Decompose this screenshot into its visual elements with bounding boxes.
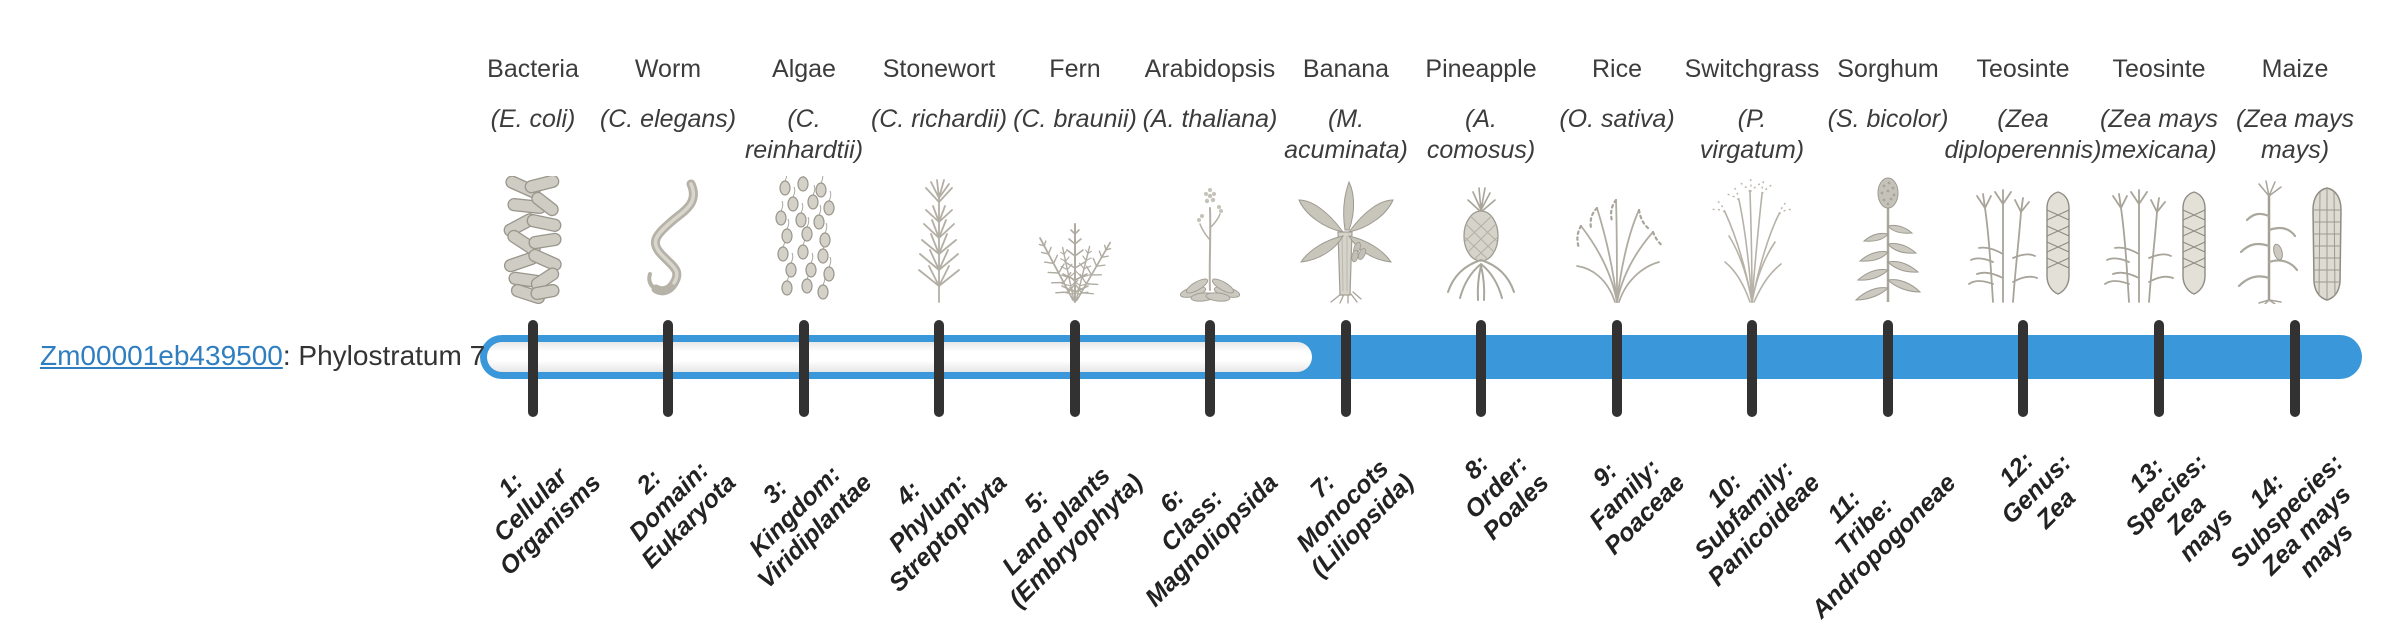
organism-sci-name: (Zea mays mexicana) [2099,105,2219,164]
organism-column-stonewort: Stonewort (C. richardii) [849,54,1029,135]
bacteria-icon [458,170,608,304]
organism-name: Sorghum [1837,55,1939,83]
organism-sci-name: (P. virgatum) [1699,105,1805,164]
stratum-label-3: 3: Kingdom: Viridiplantae [743,460,878,594]
stratum-label-8: 8: Order: Poales [1458,449,1555,546]
organism-column-teosinte-1: Teosinte (Zea diploperennis) [1933,54,2113,166]
tick-mark-8 [1476,320,1486,417]
organism-column-sorghum: Sorghum (S. bicolor) [1798,54,1978,135]
phylostratum-text: : Phylostratum 7 [282,340,486,371]
organism-name: Switchgrass [1684,55,1820,83]
tick-mark-3 [799,320,809,417]
organism-name: Bacteria [487,55,579,83]
organism-name: Stonewort [882,55,996,83]
organism-sci-name: (M. acuminata) [1284,105,1408,164]
organism-name: Banana [1302,55,1390,83]
fern-icon [1000,170,1150,304]
organism-column-worm: Worm (C. elegans) [578,54,758,135]
organism-name: Arabidopsis [1144,55,1276,83]
organism-column-pineapple: Pineapple (A. comosus) [1391,54,1571,166]
organism-sci-name: (C. richardii) [870,105,1008,133]
rice-icon [1542,170,1692,304]
organism-sci-name: (C. elegans) [599,105,737,133]
organism-sci-name: (O. sativa) [1559,105,1675,133]
organism-name: Worm [634,55,702,83]
organism-column-bacteria: Bacteria (E. coli) [443,54,623,135]
teosinte-icon [1948,170,2098,304]
organism-sci-name: (E. coli) [490,105,576,133]
tick-mark-11 [1883,320,1893,417]
stratum-label-14: 14: Subspecies: Zea mays mays [2224,448,2359,583]
organism-sci-name: (S. bicolor) [1827,105,1949,133]
organism-column-arabidopsis: Arabidopsis (A. thaliana) [1120,54,1300,135]
tick-mark-13 [2154,320,2164,417]
stratum-label-5: 5: Land plants (Embryophyta) [996,461,1149,614]
organism-column-maize: Maize (Zea mays mays) [2205,54,2385,166]
organism-column-fern: Fern (C. braunii) [985,54,1165,135]
tick-mark-5 [1070,320,1080,417]
pineapple-icon [1406,170,1556,304]
organism-name: Maize [2261,55,2329,83]
tick-mark-1 [528,320,538,417]
tick-mark-9 [1612,320,1622,417]
stratum-label-12: 12: Genus: Zea [1993,446,2082,535]
organism-name: Rice [1591,55,1642,83]
tick-mark-7 [1341,320,1351,417]
tick-mark-14 [2290,320,2300,417]
stonewort-icon [864,170,1014,304]
organism-name: Teosinte [2112,55,2206,83]
organism-name: Teosinte [1976,55,2070,83]
organism-sci-name: (Zea mays mays) [2235,105,2355,164]
organism-column-algae: Algae (C. reinhardtii) [714,54,894,166]
phylostratum-bar-unfilled [487,342,1312,372]
organism-column-switchgrass: Switchgrass (P. virgatum) [1662,54,1842,166]
organism-name: Fern [1049,55,1101,83]
organism-sci-name: (C. braunii) [1013,105,1137,133]
gene-link[interactable]: Zm00001eb439500 [40,340,283,371]
stratum-label-6: 6: Class: Magnoliopsida [1139,468,1284,613]
phylostratum-bar [480,335,2362,379]
organism-column-teosinte-2: Teosinte (Zea mays mexicana) [2069,54,2249,166]
gene-phylostratum-label: Zm00001eb439500: Phylostratum 7 [40,340,485,372]
organism-sci-name: (A. comosus) [1426,105,1536,164]
banana-icon [1271,170,1421,304]
stratum-label-1: 1: Cellular Organisms [488,462,607,581]
switchgrass-icon [1677,170,1827,304]
organism-sci-name: (A. thaliana) [1142,105,1278,133]
tick-mark-2 [663,320,673,417]
organism-column-rice: Rice (O. sativa) [1527,54,1707,135]
tick-mark-10 [1747,320,1757,417]
stratum-label-2: 2: Domain: Eukaryota [623,456,742,574]
organism-sci-name: (Zea diploperennis) [1944,105,2102,164]
arabidopsis-icon [1135,170,1285,304]
maize-icon [2220,170,2370,304]
algae-icon [729,170,879,304]
organism-column-banana: Banana (M. acuminata) [1256,54,1436,166]
stratum-label-7: 7: Monocots (Liliopsida) [1290,454,1420,583]
teosinte-icon [2084,170,2234,304]
organism-name: Pineapple [1425,55,1537,83]
organism-name: Algae [772,55,836,83]
tick-mark-4 [934,320,944,417]
tick-mark-12 [2018,320,2028,417]
tick-mark-6 [1205,320,1215,417]
organism-sci-name: (C. reinhardtii) [744,105,864,164]
sorghum-icon [1813,170,1963,304]
worm-icon [593,170,743,304]
